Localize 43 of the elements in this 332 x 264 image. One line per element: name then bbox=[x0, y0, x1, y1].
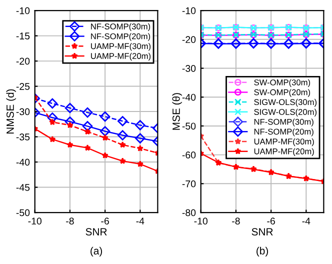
y-tick-label: -40 bbox=[16, 158, 30, 166]
legend-label: NF-SOMP(20m) bbox=[254, 128, 314, 136]
text: (a) bbox=[90, 246, 102, 257]
y-tick-label: -50 bbox=[182, 122, 196, 130]
y-tick-label: -50 bbox=[16, 209, 30, 216]
legend-label: NF-SOMP(30m) bbox=[91, 23, 150, 32]
x-axis-title: SNR bbox=[252, 228, 273, 236]
y-tick-label: -60 bbox=[182, 152, 196, 158]
x-axis-title: SNR bbox=[86, 228, 107, 236]
y-tick-label: -45 bbox=[16, 184, 30, 191]
y-tick-label: -80 bbox=[182, 209, 196, 216]
x-tick-label: -6 bbox=[101, 218, 109, 225]
y-axis-title: MSE (θ) bbox=[172, 93, 182, 130]
legend-label: UAMP-MF(20m) bbox=[91, 52, 151, 61]
legend-label: UAMP-MF(20m) bbox=[254, 148, 314, 156]
x-tick-label: -4 bbox=[302, 218, 310, 224]
x-tick-label: -10 bbox=[28, 218, 42, 225]
legend-label: UAMP-MF(30m) bbox=[91, 42, 151, 51]
x-tick-label: -8 bbox=[66, 218, 74, 225]
y-tick-label: -30 bbox=[16, 108, 30, 116]
y-tick-label: -40 bbox=[182, 94, 196, 101]
y-tick-label: -10 bbox=[16, 7, 30, 14]
legend-label: SIGW-OLS(30m) bbox=[254, 98, 317, 107]
y-tick-label: -10 bbox=[182, 7, 196, 14]
y-tick-label: -25 bbox=[16, 83, 30, 90]
y-axis-title: NMSE (d) bbox=[6, 89, 16, 134]
legend-label: UAMP-MF(30m) bbox=[254, 138, 314, 146]
y-tick-label: -15 bbox=[16, 32, 30, 40]
y-tick-label: -35 bbox=[16, 134, 30, 140]
legend-label: NF-SOMP(20m) bbox=[91, 33, 150, 41]
x-tick-label: -4 bbox=[136, 218, 144, 224]
x-tick-label: -10 bbox=[194, 218, 208, 225]
x-tick-label: -6 bbox=[267, 218, 275, 225]
legend-label: SIGW-OLS(20m) bbox=[254, 108, 317, 117]
legend-label: SW-OMP(30m) bbox=[254, 79, 310, 87]
x-tick-label: -8 bbox=[232, 218, 240, 225]
legend-label: NF-SOMP(30m) bbox=[254, 118, 314, 126]
text: (b) bbox=[256, 246, 268, 257]
y-tick-label: -20 bbox=[16, 58, 30, 65]
y-tick-label: -30 bbox=[182, 64, 196, 72]
legend-label: SW-OMP(20m) bbox=[254, 89, 310, 97]
y-tick-label: -20 bbox=[182, 36, 196, 44]
y-tick-label: -70 bbox=[182, 180, 196, 188]
